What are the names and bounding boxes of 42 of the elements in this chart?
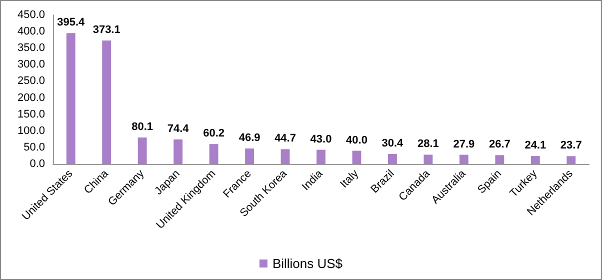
data-label: 46.9	[238, 132, 260, 144]
data-label: 74.4	[167, 122, 190, 135]
data-label: 24.1	[524, 140, 546, 152]
y-tick-label: 200.0	[17, 92, 45, 104]
bar	[352, 150, 362, 164]
bar	[495, 155, 504, 164]
y-tick-label: 400.0	[17, 26, 45, 38]
bar	[530, 156, 540, 164]
bar	[209, 144, 218, 164]
data-label: 40.0	[346, 134, 368, 146]
bar	[388, 154, 397, 164]
data-label: 27.9	[453, 138, 475, 150]
data-label: 44.7	[274, 132, 296, 145]
y-tick-label: 300.0	[17, 58, 45, 71]
bar	[566, 156, 576, 164]
legend-label: Billions US$	[272, 256, 344, 271]
bar	[174, 139, 183, 164]
bar	[66, 33, 76, 164]
y-tick-label: 50.0	[24, 141, 45, 154]
bar	[138, 137, 147, 164]
data-label: 28.1	[417, 138, 439, 150]
bar	[245, 148, 254, 164]
data-label: 26.7	[488, 138, 510, 151]
data-label: 43.0	[310, 133, 332, 146]
data-label: 60.2	[203, 128, 225, 140]
y-tick-label: 450.0	[17, 9, 45, 21]
y-tick-label: 0.0	[30, 158, 45, 170]
data-label: 30.4	[382, 137, 404, 150]
y-tick-label: 350.0	[17, 42, 45, 54]
data-label: 373.1	[92, 24, 120, 36]
bar	[102, 40, 112, 164]
bar	[280, 149, 290, 164]
bar	[316, 150, 326, 164]
y-tick-label: 100.0	[17, 124, 45, 137]
y-tick-label: 150.0	[17, 108, 45, 120]
data-label: 395.4	[57, 16, 86, 29]
y-tick-label: 250.0	[17, 75, 45, 88]
data-label: 23.7	[560, 140, 582, 152]
bar	[459, 154, 468, 164]
data-label: 80.1	[132, 120, 154, 133]
x-tick-label: Italy	[338, 167, 362, 190]
bar	[424, 154, 433, 164]
